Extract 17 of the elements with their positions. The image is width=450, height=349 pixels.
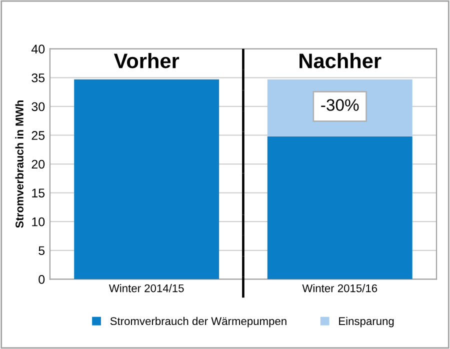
y-tick-label: 25 xyxy=(32,131,45,140)
x-tick-label: Winter 2014/15 xyxy=(108,284,184,292)
y-tick-label: 20 xyxy=(32,160,45,169)
legend-label: Stromverbrauch der Wärmepumpen xyxy=(110,316,286,328)
y-axis-title: Stromverbrauch in MWh xyxy=(15,100,24,228)
legend-label: Einsparung xyxy=(339,316,394,328)
y-tick-label: 35 xyxy=(32,73,45,82)
y-tick-label: 5 xyxy=(38,246,45,256)
x-tick-label: Winter 2015/16 xyxy=(302,284,378,292)
y-tick-label: 10 xyxy=(32,217,45,226)
annotation: Vorher xyxy=(114,52,180,68)
annotation: Nachher xyxy=(300,52,382,68)
y-tick-label: 40 xyxy=(31,44,45,54)
y-tick-label: 15 xyxy=(32,188,45,198)
y-tick-label: 0 xyxy=(38,275,45,284)
annotation: -30% xyxy=(321,99,359,111)
y-tick-label: 30 xyxy=(32,102,45,112)
